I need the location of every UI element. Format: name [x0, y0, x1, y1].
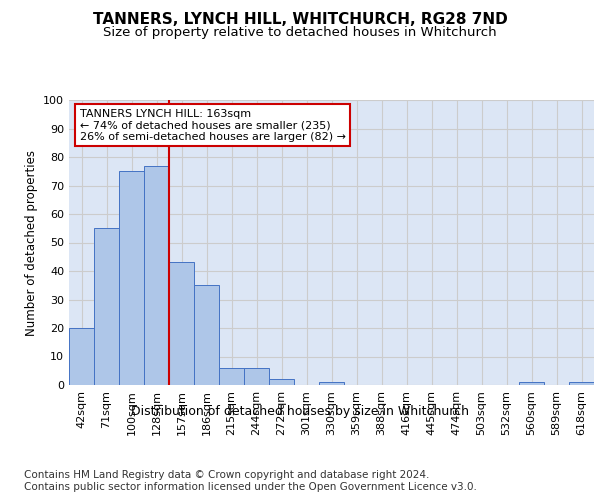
- Bar: [119, 171, 144, 385]
- Bar: [69, 328, 94, 385]
- Bar: [219, 368, 244, 385]
- Text: Distribution of detached houses by size in Whitchurch: Distribution of detached houses by size …: [131, 405, 469, 418]
- Bar: [569, 382, 594, 385]
- Bar: [319, 382, 344, 385]
- Text: TANNERS LYNCH HILL: 163sqm
← 74% of detached houses are smaller (235)
26% of sem: TANNERS LYNCH HILL: 163sqm ← 74% of deta…: [79, 108, 346, 142]
- Bar: [94, 228, 119, 385]
- Text: TANNERS, LYNCH HILL, WHITCHURCH, RG28 7ND: TANNERS, LYNCH HILL, WHITCHURCH, RG28 7N…: [92, 12, 508, 28]
- Y-axis label: Number of detached properties: Number of detached properties: [25, 150, 38, 336]
- Bar: [144, 166, 169, 385]
- Bar: [269, 380, 294, 385]
- Bar: [244, 368, 269, 385]
- Text: Contains HM Land Registry data © Crown copyright and database right 2024.
Contai: Contains HM Land Registry data © Crown c…: [24, 470, 477, 492]
- Text: Size of property relative to detached houses in Whitchurch: Size of property relative to detached ho…: [103, 26, 497, 39]
- Bar: [169, 262, 194, 385]
- Bar: [519, 382, 544, 385]
- Bar: [194, 285, 219, 385]
